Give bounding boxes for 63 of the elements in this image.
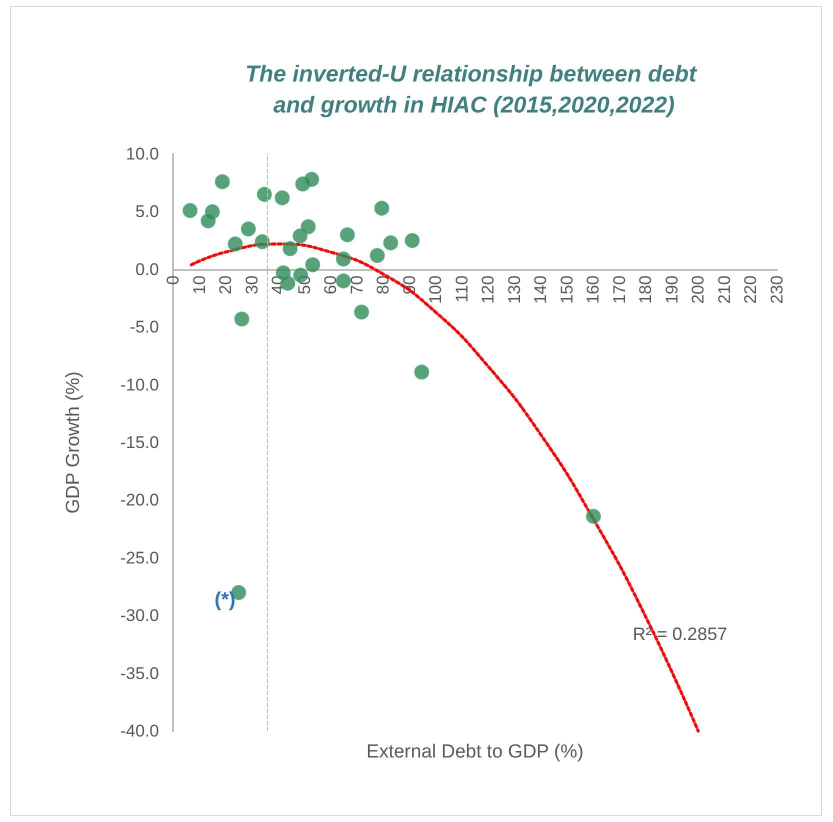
x-tick-label: 40 — [268, 275, 288, 294]
point — [182, 203, 198, 218]
x-tick-label: 130 — [504, 275, 524, 304]
x-tick-label: 100 — [426, 275, 446, 304]
point — [336, 273, 351, 288]
point — [256, 186, 272, 202]
x-tick-label: 200 — [688, 275, 708, 304]
point — [414, 364, 430, 380]
x-tick-label: 20 — [216, 275, 236, 294]
point — [292, 228, 308, 244]
x-tick-label: 50 — [294, 275, 314, 294]
point — [304, 172, 320, 187]
point — [214, 174, 230, 190]
point — [370, 248, 385, 264]
point — [282, 241, 298, 256]
y-tick-label: -25.0 — [120, 548, 159, 568]
point — [274, 190, 290, 206]
point — [200, 213, 216, 228]
point — [586, 508, 601, 524]
chart-title: The inverted-U relationship between debt and growth in HIAC (2015,2020,2022) — [245, 60, 703, 118]
y-axis-title: GDP Growth (%) — [63, 371, 84, 514]
point — [305, 257, 320, 272]
point — [228, 236, 243, 252]
x-tick-label: 210 — [714, 275, 734, 304]
x-tick-label: 0 — [164, 275, 182, 285]
y-tick-label: -5.0 — [130, 318, 159, 337]
annotation: R² = 0.2857 — [632, 624, 728, 644]
x-tick-label: 170 — [610, 275, 629, 304]
y-tick-label: -20.0 — [120, 490, 159, 510]
x-tick-label: 220 — [741, 275, 760, 304]
point — [240, 222, 256, 237]
y-tick-label: 10.0 — [126, 144, 159, 164]
x-tick-label: 190 — [662, 275, 682, 304]
point — [254, 234, 270, 250]
x-tick-label: 110 — [452, 275, 472, 303]
y-tick-label: -30.0 — [120, 606, 159, 626]
x-tick-label: 10 — [190, 275, 209, 294]
x-axis-title: External Debt to GDP (%) — [366, 742, 584, 762]
x-tick-label: 80 — [374, 275, 393, 294]
y-tick-label: -15.0 — [120, 433, 159, 452]
point — [354, 304, 370, 320]
y-tick-label: 5.0 — [135, 202, 159, 222]
annotation: (*) — [214, 589, 236, 611]
point — [383, 235, 398, 250]
x-tick-label: 120 — [478, 275, 498, 304]
x-tick-label: 150 — [557, 275, 576, 304]
x-tick-label: 230 — [768, 275, 786, 304]
y-tick-label: -10.0 — [120, 375, 159, 394]
x-tick-label: 60 — [321, 275, 340, 294]
y-tick-label: 0.0 — [135, 260, 159, 279]
x-tick-label: 140 — [531, 275, 550, 304]
x-tick-label: 180 — [636, 275, 656, 304]
x-tick-label: 160 — [584, 275, 603, 304]
point — [300, 219, 316, 234]
point — [374, 200, 390, 216]
point — [340, 227, 355, 242]
y-tick-label: -40.0 — [120, 722, 159, 740]
x-tick-label: 70 — [347, 275, 366, 294]
point — [234, 312, 250, 327]
point — [404, 233, 420, 248]
y-tick-label: -35.0 — [120, 664, 159, 683]
point — [336, 252, 351, 267]
x-tick-label: 30 — [242, 275, 262, 294]
